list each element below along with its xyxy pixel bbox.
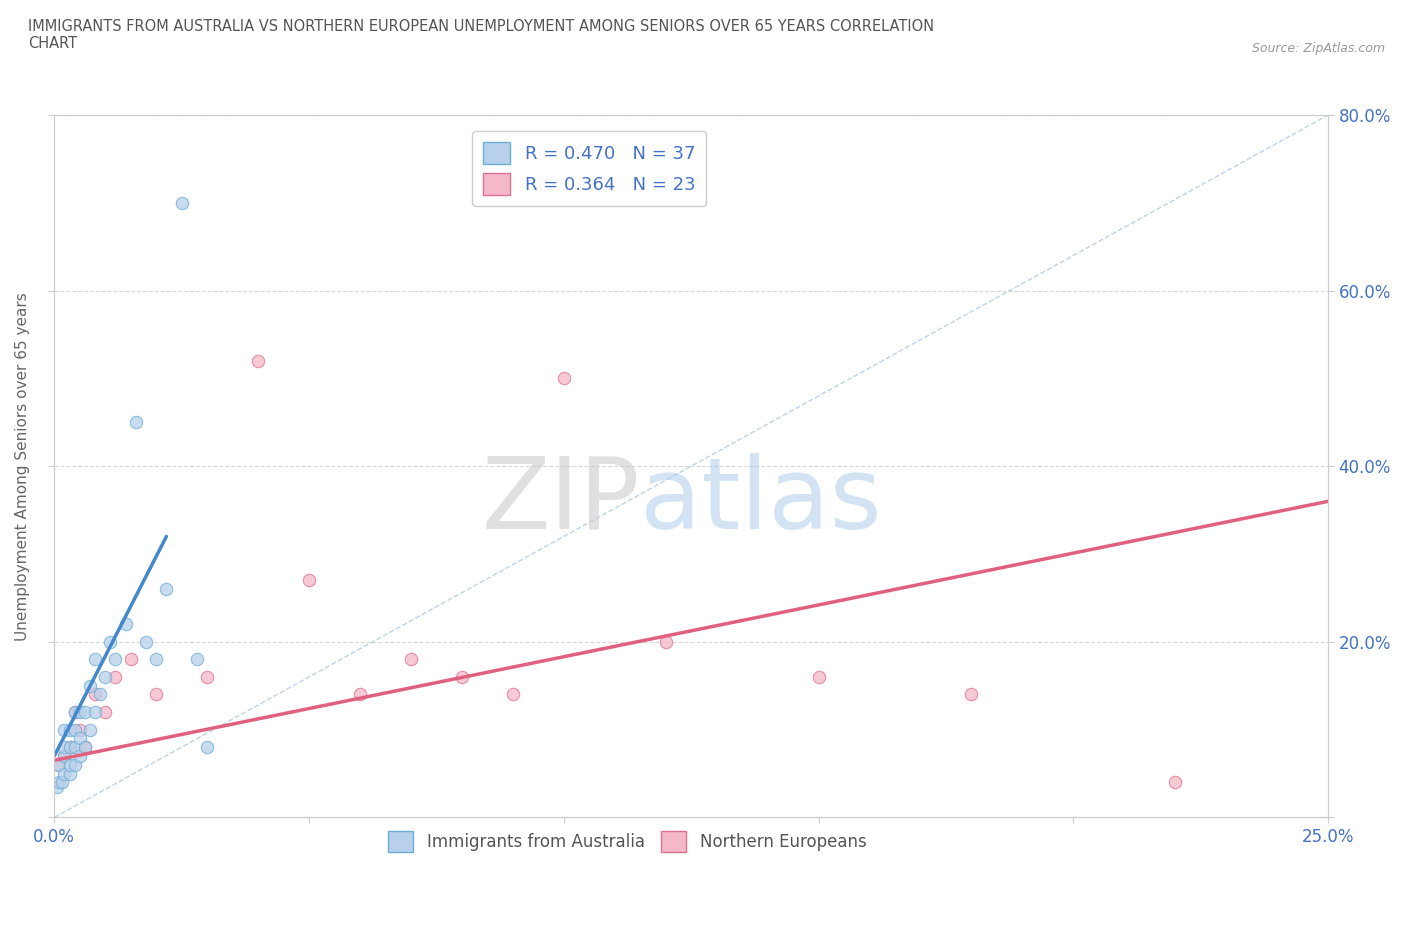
Point [98, 634, 121, 649]
Legend: Immigrants from Australia, Northern Europeans: Immigrants from Australia, Northern Euro… [382, 825, 873, 858]
Point [79, 723, 101, 737]
Point [48, 757, 70, 772]
Point [195, 739, 218, 754]
Point [73, 739, 96, 754]
Point [145, 652, 167, 667]
Text: IMMIGRANTS FROM AUSTRALIA VS NORTHERN EUROPEAN UNEMPLOYMENT AMONG SENIORS OVER 6: IMMIGRANTS FROM AUSTRALIA VS NORTHERN EU… [28, 19, 934, 51]
Y-axis label: Unemployment Among Seniors over 65 years: Unemployment Among Seniors over 65 years [15, 292, 30, 641]
Point [349, 687, 371, 702]
Point [45, 779, 67, 794]
Text: ZIP: ZIP [482, 453, 640, 550]
Point [51, 775, 73, 790]
Point [63, 757, 86, 772]
Text: Source: ZipAtlas.com: Source: ZipAtlas.com [1251, 42, 1385, 55]
Point [298, 573, 321, 588]
Point [94, 705, 117, 720]
Point [654, 634, 676, 649]
Point [247, 353, 270, 368]
Point [69, 749, 91, 764]
Point [1164, 775, 1187, 790]
Point [114, 617, 136, 631]
Point [63, 705, 86, 720]
Point [170, 195, 193, 210]
Point [63, 739, 86, 754]
Point [53, 766, 76, 781]
Point [94, 670, 117, 684]
Point [553, 371, 575, 386]
Point [58, 723, 80, 737]
Point [73, 739, 96, 754]
Point [53, 739, 76, 754]
Point [63, 705, 86, 720]
Point [73, 705, 96, 720]
Point [135, 634, 157, 649]
Point [125, 415, 148, 430]
Point [84, 687, 107, 702]
Point [104, 670, 127, 684]
Point [186, 652, 208, 667]
Point [120, 652, 142, 667]
Point [48, 775, 70, 790]
Point [69, 731, 91, 746]
Point [63, 723, 86, 737]
Point [53, 749, 76, 764]
Point [58, 766, 80, 781]
Point [399, 652, 422, 667]
Point [58, 739, 80, 754]
Point [195, 670, 218, 684]
Point [53, 723, 76, 737]
Text: atlas: atlas [640, 453, 882, 550]
Point [807, 670, 830, 684]
Point [58, 739, 80, 754]
Point [48, 757, 70, 772]
Point [84, 652, 107, 667]
Point [145, 687, 167, 702]
Point [502, 687, 524, 702]
Point [960, 687, 983, 702]
Point [79, 678, 101, 693]
Point [104, 652, 127, 667]
Point [69, 723, 91, 737]
Point [58, 757, 80, 772]
Point [451, 670, 474, 684]
Point [53, 749, 76, 764]
Point [155, 581, 177, 596]
Point [69, 705, 91, 720]
Point [84, 705, 107, 720]
Point [89, 687, 111, 702]
